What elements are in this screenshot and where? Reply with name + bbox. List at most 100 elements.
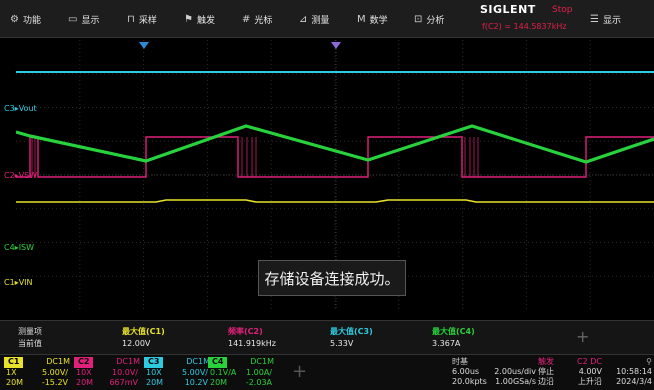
add-channel-icon[interactable]: +: [292, 361, 308, 382]
scale: 5.00V/: [182, 368, 208, 377]
bandwidth: 20M: [210, 378, 228, 387]
trace-c1: [16, 199, 654, 203]
menu-trigger[interactable]: ⚑ 触发: [184, 0, 215, 38]
probe: 10X: [76, 368, 92, 377]
measure-row-label: 当前值: [18, 339, 42, 348]
probe: 10X: [146, 368, 162, 377]
menu-label: 触发: [196, 15, 215, 26]
channel-status-bar: C1 DC1M 1X 5.00V/ 20M -15.2V C2 DC1M 10X 10.0…: [0, 354, 654, 390]
channel-box-c4[interactable]: C4 DC1M 0.1V/A 1.00A/ 20M -2.03A: [208, 357, 274, 389]
menu-math[interactable]: M 数学: [357, 0, 388, 38]
ringing-c2: [31, 137, 479, 177]
time-reference-marker[interactable]: [331, 42, 341, 49]
menu-label: 光标: [254, 15, 273, 26]
channel-label-c2[interactable]: C2▸VSW: [4, 171, 37, 180]
offset: -15.2V: [41, 378, 68, 387]
channel-number: C3: [144, 357, 164, 368]
channel-number: C2: [74, 357, 94, 368]
notification-toast: 存储设备连接成功。: [258, 260, 406, 296]
measure-item-1[interactable]: 最大值(C1) 12.00V: [122, 326, 165, 350]
coupling: DC1M: [46, 357, 70, 366]
trigger-slope: 上升沿: [578, 377, 602, 386]
measure-item-3[interactable]: 最大值(C3) 5.33V: [330, 326, 373, 350]
bandwidth: 20M: [76, 378, 94, 387]
c2-label-text: C2▸VSW: [4, 171, 38, 180]
c1-label-text: C1▸VIN: [4, 278, 33, 287]
usb-icon: ⚲: [646, 357, 652, 366]
timebase-points: 20.0kpts: [452, 377, 487, 386]
trigger-title: 触发: [538, 357, 554, 366]
measure-value: 141.919kHz: [228, 339, 276, 348]
trigger-source: C2 DC: [577, 357, 602, 366]
probe: 1X: [6, 368, 17, 377]
timebase-title: 时基: [452, 357, 468, 366]
cursor-icon: #: [242, 13, 251, 25]
measure-title: 测量项: [18, 327, 42, 336]
menu-label: 分析: [426, 15, 445, 26]
clock-date: 2024/3/4: [616, 377, 652, 386]
measure-header-col: 测量项 当前值: [18, 326, 42, 350]
measure-value: 12.00V: [122, 339, 151, 348]
channel-box-c1[interactable]: C1 DC1M 1X 5.00V/ 20M -15.2V: [4, 357, 70, 389]
measure-value: 3.367A: [432, 339, 461, 348]
measure-name: 最大值(C1): [122, 327, 165, 336]
list-icon: ☰: [590, 13, 599, 25]
menu-display[interactable]: ▭ 显示: [68, 0, 99, 38]
frequency-readout: f(C2) = 144.5837kHz: [482, 22, 567, 31]
clock-time: 10:58:14: [616, 367, 652, 376]
menu-display-right[interactable]: ☰ 显示: [590, 0, 621, 38]
menu-bar: ⚙ 功能 ▭ 显示 ⊓ 采样 ⚑ 触发 # 光标 ⊿ 测量 M 数学 ⊡ 分析 …: [0, 0, 654, 38]
scale: 5.00V/: [42, 368, 68, 377]
measure-name: 频率(C2): [228, 327, 263, 336]
coupling: DC1M: [250, 357, 274, 366]
probe: 0.1V/A: [210, 368, 237, 377]
trigger-mode: 停止: [538, 367, 554, 376]
trigger-position-marker[interactable]: [139, 42, 149, 49]
trigger-box[interactable]: 触发 C2 DC 停止 4.00V 边沿 上升沿: [538, 357, 602, 387]
trace-c4: [16, 124, 654, 164]
channel-number: C1: [4, 357, 24, 368]
timebase-delay: 6.00us: [452, 367, 480, 376]
timebase-scale: 2.00us/div: [494, 367, 536, 376]
channel-label-c3[interactable]: C3▸Vout: [4, 104, 37, 113]
menu-analysis[interactable]: ⊡ 分析: [414, 0, 444, 38]
measure-icon: ⊿: [299, 13, 308, 25]
channel-box-c3[interactable]: C3 DC1M 10X 5.00V/ 20M 10.2V: [144, 357, 210, 389]
channel-number: C4: [208, 357, 228, 368]
bandwidth: 20M: [146, 378, 164, 387]
menu-label: 显示: [602, 15, 621, 26]
measure-item-4[interactable]: 最大值(C4) 3.367A: [432, 326, 475, 350]
flag-icon: ⚑: [184, 13, 193, 25]
add-measure-icon[interactable]: +: [576, 327, 590, 346]
offset: 667mV: [109, 378, 138, 387]
menu-measure[interactable]: ⊿ 测量: [299, 0, 329, 38]
trigger-level: 4.00V: [578, 367, 602, 376]
menu-acquire[interactable]: ⊓ 采样: [127, 0, 157, 38]
menu-cursor[interactable]: # 光标: [242, 0, 272, 38]
menu-label: 采样: [138, 15, 157, 26]
channel-box-c2[interactable]: C2 DC1M 10X 10.0V/ 20M 667mV: [74, 357, 140, 389]
c4-label-text: C4▸ISW: [4, 243, 35, 252]
measurement-panel[interactable]: 测量项 当前值 最大值(C1) 12.00V 频率(C2) 141.919kHz…: [0, 320, 654, 354]
measure-item-2[interactable]: 频率(C2) 141.919kHz: [228, 326, 276, 350]
brand-status: SIGLENT Stop f(C2) = 144.5837kHz: [472, 3, 580, 35]
menu-label: 功能: [22, 15, 41, 26]
menu-function[interactable]: ⚙ 功能: [10, 0, 41, 38]
gear-icon: ⚙: [10, 13, 19, 25]
run-state[interactable]: Stop: [552, 5, 573, 15]
timebase-rate: 1.00GSa/s: [495, 377, 536, 386]
measure-name: 最大值(C4): [432, 327, 475, 336]
offset: -2.03A: [245, 378, 272, 387]
math-icon: M: [357, 13, 366, 25]
bandwidth: 20M: [6, 378, 24, 387]
channel-label-c4[interactable]: C4▸ISW: [4, 243, 34, 252]
timebase-box[interactable]: 时基 6.00us 2.00us/div 20.0kpts 1.00GSa/s: [452, 357, 536, 387]
coupling: DC1M: [186, 357, 210, 366]
scale: 10.0V/: [112, 368, 138, 377]
trigger-type: 边沿: [538, 377, 554, 386]
menu-label: 显示: [81, 15, 100, 26]
analysis-icon: ⊡: [414, 13, 423, 25]
channel-label-c1[interactable]: C1▸VIN: [4, 278, 33, 287]
c3-label-text: C3▸Vout: [4, 104, 37, 113]
display-icon: ▭: [68, 13, 78, 25]
